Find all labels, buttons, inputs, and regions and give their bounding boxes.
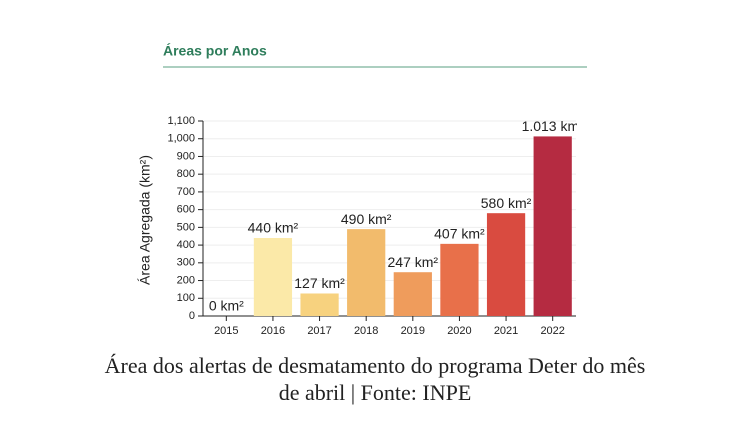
bar (393, 272, 432, 316)
bar (533, 136, 572, 316)
bar (486, 213, 526, 316)
y-tick-label: 600 (177, 204, 195, 216)
x-tick-label: 2019 (401, 325, 425, 337)
x-tick-label: 2017 (307, 325, 331, 337)
y-tick-label: 800 (177, 168, 195, 180)
plot: 0 100 200 300 400 500 600 700 800 900 1,000 1,100 20… (167, 115, 585, 337)
y-axis-label: Área Agregada (km²) (137, 155, 153, 285)
y-tick-label: 1,000 (167, 133, 195, 145)
value-label: 440 km² (248, 220, 299, 236)
value-label: 490 km² (341, 211, 392, 227)
caption: Área dos alertas de desmatamento do prog… (104, 353, 646, 405)
y-tick-label: 0 (189, 310, 195, 322)
value-label: 0 km² (209, 298, 244, 314)
x-tick-label: 2022 (540, 325, 564, 337)
value-label: 247 km² (388, 254, 439, 270)
y-tick-label: 100 (177, 292, 195, 304)
y-tick-label: 400 (177, 239, 195, 251)
bar (300, 293, 339, 316)
x-tick-label: 2021 (494, 325, 518, 337)
y-tick-label: 200 (177, 274, 195, 286)
value-label: 580 km² (481, 195, 532, 211)
x-tick-label: 2016 (261, 325, 285, 337)
value-label: 127 km² (294, 275, 345, 291)
x-tick-label: 2020 (447, 325, 471, 337)
value-label: 1.013 km² (522, 118, 585, 134)
y-tick-label: 300 (177, 257, 195, 269)
y-tick-label: 500 (177, 221, 195, 233)
x-tick-label: 2018 (354, 325, 378, 337)
value-label: 407 km² (434, 226, 485, 242)
bar (440, 243, 479, 316)
y-tick-label: 1,100 (167, 115, 195, 127)
bar (347, 229, 386, 316)
y-tick-label: 900 (177, 150, 195, 162)
bar (253, 238, 293, 316)
chart: Áreas por Anos Área Agregada (km²) 0 100 2… (137, 43, 587, 337)
y-tick-label: 700 (177, 186, 195, 198)
x-tick-label: 2015 (214, 325, 238, 337)
chart-title: Áreas por Anos (163, 43, 267, 59)
